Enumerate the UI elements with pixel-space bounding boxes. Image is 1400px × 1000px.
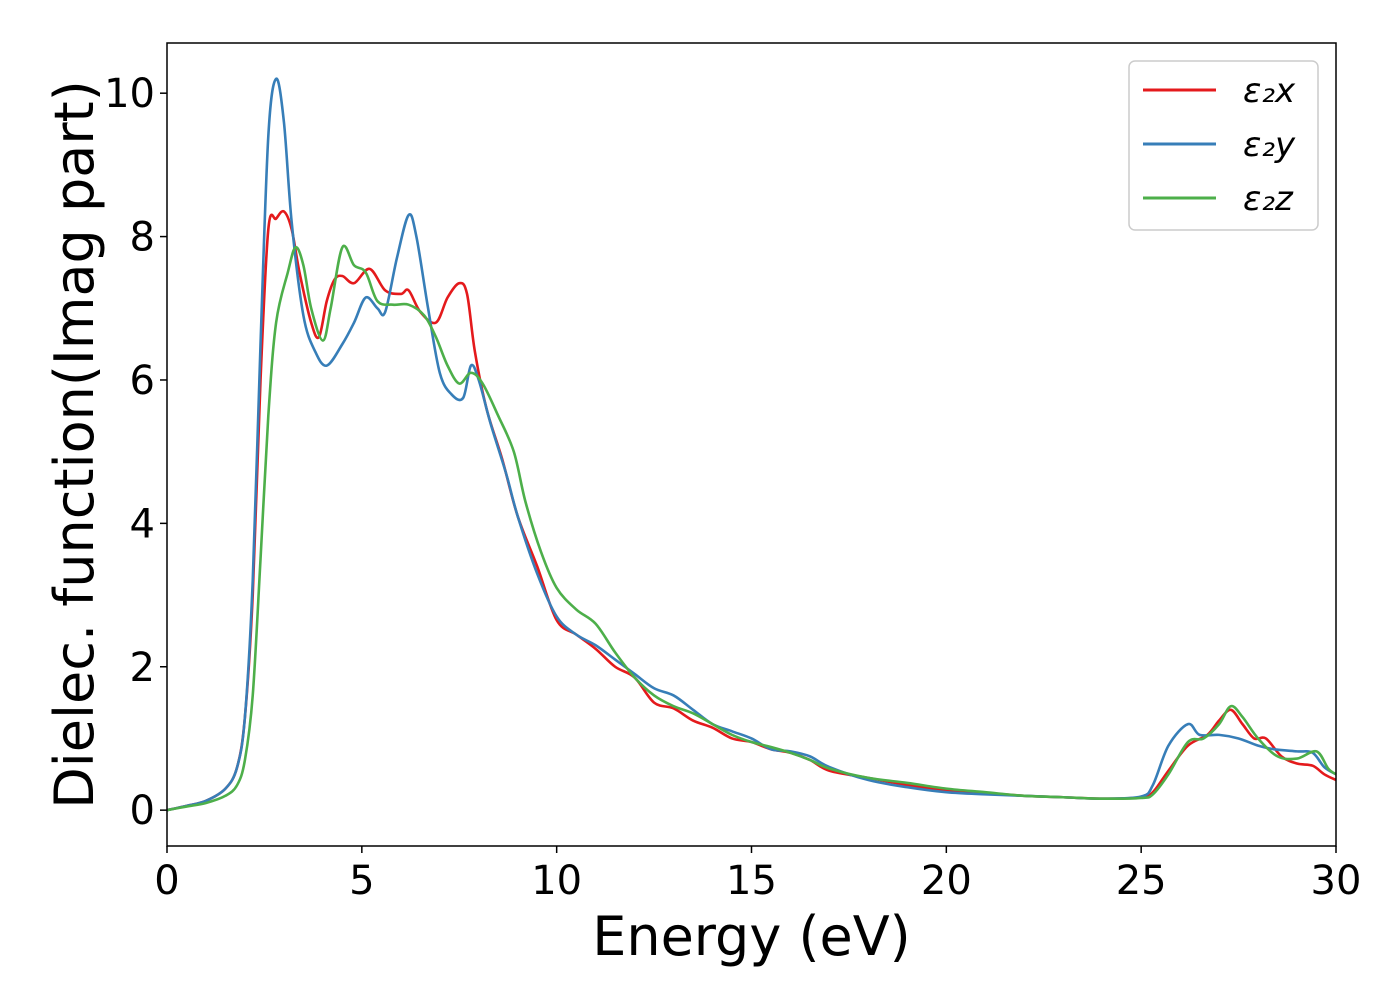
y-tick-label: 0 xyxy=(130,788,155,834)
y-axis: 0 2 4 6 8 10 xyxy=(104,71,167,834)
x-axis: 0 5 10 15 20 25 30 xyxy=(154,846,1361,904)
x-axis-label: Energy (eV) xyxy=(592,905,911,968)
y-tick-label: 10 xyxy=(104,71,155,117)
y-tick-label: 2 xyxy=(130,645,155,691)
y-tick-label: 8 xyxy=(130,215,155,261)
x-tick-label: 20 xyxy=(921,858,972,904)
series-line-y xyxy=(166,77,1337,812)
legend-label: ε₂x xyxy=(1243,71,1296,111)
y-tick-label: 6 xyxy=(130,358,155,404)
x-tick-label: 10 xyxy=(531,858,582,904)
x-tick-label: 5 xyxy=(349,858,374,904)
x-tick-label: 25 xyxy=(1116,858,1167,904)
legend-label: ε₂z xyxy=(1243,179,1294,219)
series-layer xyxy=(166,77,1337,812)
x-tick-label: 0 xyxy=(154,858,179,904)
legend: ε₂x ε₂y ε₂z xyxy=(1128,60,1319,231)
legend-box xyxy=(1128,60,1319,231)
legend-label: ε₂y xyxy=(1243,125,1296,165)
x-tick-label: 15 xyxy=(726,858,777,904)
x-tick-label: 30 xyxy=(1311,858,1362,904)
y-axis-label: Dielec. function(Imag part) xyxy=(43,80,106,809)
y-tick-label: 4 xyxy=(130,501,155,547)
series-line-z xyxy=(166,244,1337,812)
